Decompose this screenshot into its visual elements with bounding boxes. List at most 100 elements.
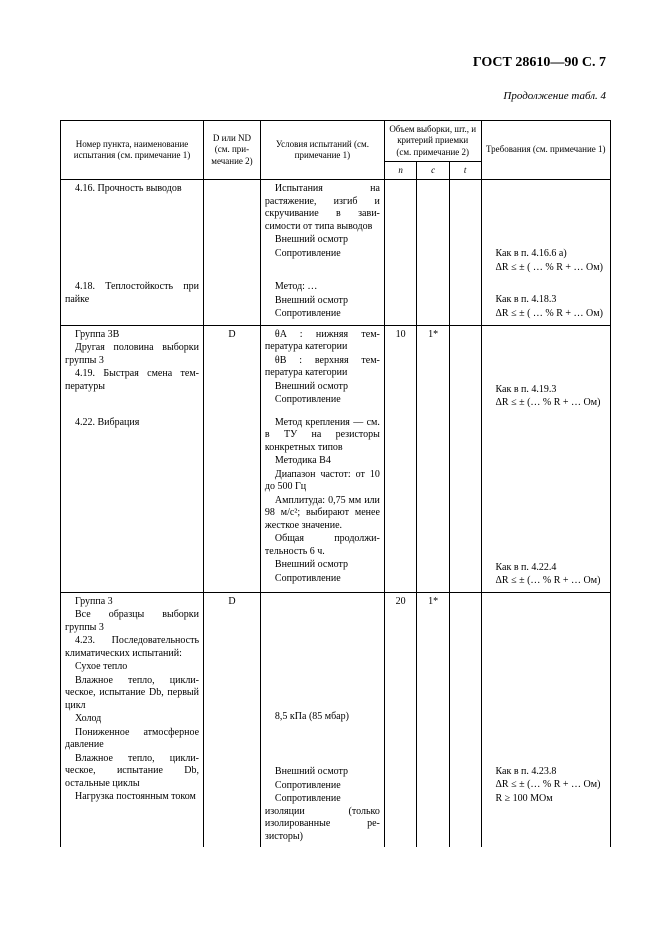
text-line: Влажное тепло, цикли­ческое, испытание D… bbox=[65, 753, 199, 791]
text-line: 4.23. Последовательность климатических и… bbox=[65, 635, 199, 660]
page-header: ГОСТ 28610—90 С. 7 bbox=[473, 55, 606, 71]
text-line: Сухое тепло bbox=[65, 661, 199, 674]
text-line: Пониженное атмосферное давление bbox=[65, 727, 199, 752]
cell-n bbox=[384, 278, 416, 325]
cell-cond: Метод: …Внешний осмотрСопротивление bbox=[260, 278, 384, 325]
cell-name: Группа 3Все образцы выборки группы 34.23… bbox=[61, 592, 204, 847]
cell-c bbox=[417, 414, 449, 593]
cell-cond: θA : нижняя тем­пература категорииθB : в… bbox=[260, 325, 384, 414]
col-head-6: t bbox=[449, 161, 481, 179]
text-line: 8,5 кПа (85 мбар) bbox=[265, 711, 380, 724]
text-line: R ≥ 100 МОм bbox=[486, 793, 607, 806]
table-row: Группа 3Все образцы выборки группы 34.23… bbox=[61, 592, 611, 847]
cell-req: Как в п. 4.18.3ΔR ≤ ± ( … % R + … Ом) bbox=[481, 278, 611, 325]
cell-c bbox=[417, 278, 449, 325]
text-line: ΔR ≤ ± (… % R + … Ом) bbox=[486, 397, 607, 410]
cell-c bbox=[417, 180, 449, 279]
cell-c: 1* bbox=[417, 325, 449, 414]
table-row: Группа 3BДругая половина выбор­ки группы… bbox=[61, 325, 611, 414]
cell-req: Как в п. 4.19.3ΔR ≤ ± (… % R + … Ом) bbox=[481, 325, 611, 414]
cell-t bbox=[449, 414, 481, 593]
text-line: Группа 3 bbox=[65, 596, 199, 609]
text-line: Метод крепле­ния — см. в ТУ на ре­зистор… bbox=[265, 417, 380, 455]
text-line: Внешний осмотр bbox=[265, 381, 380, 394]
cell-n bbox=[384, 180, 416, 279]
cell-name: Группа 3BДругая половина выбор­ки группы… bbox=[61, 325, 204, 414]
main-table: Номер пункта, наименование испытания (см… bbox=[60, 120, 611, 847]
table-row: 4.22. Вибрация Метод крепле­ния — см. в Т… bbox=[61, 414, 611, 593]
cell-req: Как в п. 4.16.6 а)ΔR ≤ ± ( … % R + … Ом) bbox=[481, 180, 611, 279]
cell-d bbox=[204, 180, 261, 279]
text-line: 4.19. Быстрая смена тем­пературы bbox=[65, 368, 199, 393]
text-line: Как в п. 4.22.4 bbox=[486, 562, 607, 575]
cell-d: D bbox=[204, 325, 261, 414]
cell-req: Как в п. 4.23.8ΔR ≤ ± (… % R + … Ом)R ≥ … bbox=[481, 592, 611, 847]
text-line: Сопротивление bbox=[265, 573, 380, 586]
cell-t bbox=[449, 180, 481, 279]
cell-d bbox=[204, 278, 261, 325]
text-line: Диапазон частот: от 10 до 500 Гц bbox=[265, 469, 380, 494]
text-line: Сопротивление изоляции (только изолирова… bbox=[265, 793, 380, 843]
text-line: Группа 3B bbox=[65, 329, 199, 342]
cell-cond: Метод крепле­ния — см. в ТУ на ре­зистор… bbox=[260, 414, 384, 593]
text-line: Влажное тепло, цикли­ческое, испытание D… bbox=[65, 675, 199, 713]
text-line: Испытания на растяжение, изгиб и скручив… bbox=[265, 183, 380, 233]
cell-name: 4.22. Вибрация bbox=[61, 414, 204, 593]
col-head-group: Объем выборки, шт., и критерий приемки (… bbox=[384, 121, 481, 162]
col-head-3: Условия испытаний (см. примечание 1) bbox=[260, 121, 384, 180]
text-line: Общая продолжи­тельность 6 ч. bbox=[265, 533, 380, 558]
cell-t bbox=[449, 278, 481, 325]
text-line: ΔR ≤ ± ( … % R + … Ом) bbox=[486, 308, 607, 321]
cell-req: Как в п. 4.22.4ΔR ≤ ± (… % R + … Ом) bbox=[481, 414, 611, 593]
text-line: θB : верхняя тем­пература категории bbox=[265, 355, 380, 380]
text-line: Сопротивление bbox=[265, 394, 380, 407]
col-head-4: n bbox=[384, 161, 416, 179]
text-line: Как в п. 4.23.8 bbox=[486, 766, 607, 779]
text-line: Внешний осмотр bbox=[265, 295, 380, 308]
table-row: 4.16. Прочность выводов Испытания на раст… bbox=[61, 180, 611, 279]
text-line: Методика B4 bbox=[265, 455, 380, 468]
text-line: Как в п. 4.16.6 а) bbox=[486, 248, 607, 261]
text-line: 4.16. Прочность выводов bbox=[65, 183, 199, 196]
text-line: Амплитуда: 0,75 мм или 98 м/с²; выбирают… bbox=[265, 495, 380, 533]
cell-name: 4.16. Прочность выводов bbox=[61, 180, 204, 279]
col-head-5: c bbox=[417, 161, 449, 179]
text-line: ΔR ≤ ± (… % R + … Ом) bbox=[486, 575, 607, 588]
cell-c: 1* bbox=[417, 592, 449, 847]
cell-n bbox=[384, 414, 416, 593]
cell-n: 20 bbox=[384, 592, 416, 847]
text-line: Все образцы выборки группы 3 bbox=[65, 609, 199, 634]
table-row: 4.18. Теплостойкость при пайке Метод: …Вн… bbox=[61, 278, 611, 325]
text-line: Сопротивление bbox=[265, 780, 380, 793]
text-line: Метод: … bbox=[265, 281, 380, 294]
text-line: Холод bbox=[65, 713, 199, 726]
col-head-2: D или ND (см. при­мечание 2) bbox=[204, 121, 261, 180]
text-line: Сопротивление bbox=[265, 248, 380, 261]
text-line: Нагрузка постоянным то­ком bbox=[65, 791, 199, 804]
text-line: Внешний осмотр bbox=[265, 766, 380, 779]
text-line: ΔR ≤ ± ( … % R + … Ом) bbox=[486, 262, 607, 275]
cell-d bbox=[204, 414, 261, 593]
text-line: ΔR ≤ ± (… % R + … Ом) bbox=[486, 779, 607, 792]
text-line: Как в п. 4.19.3 bbox=[486, 384, 607, 397]
cell-n: 10 bbox=[384, 325, 416, 414]
col-head-1: Номер пункта, наименование испытания (см… bbox=[61, 121, 204, 180]
text-line: Внешний осмотр bbox=[265, 559, 380, 572]
text-line: 4.18. Теплостойкость при пайке bbox=[65, 281, 199, 306]
table-body: 4.16. Прочность выводов Испытания на раст… bbox=[61, 180, 611, 848]
col-head-7: Требования (см. примечание 1) bbox=[481, 121, 611, 180]
table-caption: Продолжение табл. 4 bbox=[503, 90, 606, 102]
text-line: Как в п. 4.18.3 bbox=[486, 294, 607, 307]
cell-name: 4.18. Теплостойкость при пайке bbox=[61, 278, 204, 325]
cell-cond: 8,5 кПа (85 мбар)Внешний осмотрСопротивл… bbox=[260, 592, 384, 847]
cell-cond: Испытания на растяжение, изгиб и скручив… bbox=[260, 180, 384, 279]
cell-t bbox=[449, 592, 481, 847]
text-line: 4.22. Вибрация bbox=[65, 417, 199, 430]
text-line: θA : нижняя тем­пература категории bbox=[265, 329, 380, 354]
cell-t bbox=[449, 325, 481, 414]
text-line: Другая половина выбор­ки группы 3 bbox=[65, 342, 199, 367]
text-line: Внешний осмотр bbox=[265, 234, 380, 247]
page: ГОСТ 28610—90 С. 7 Продолжение табл. 4 Н… bbox=[0, 0, 661, 936]
text-line: Сопротивление bbox=[265, 308, 380, 321]
cell-d: D bbox=[204, 592, 261, 847]
